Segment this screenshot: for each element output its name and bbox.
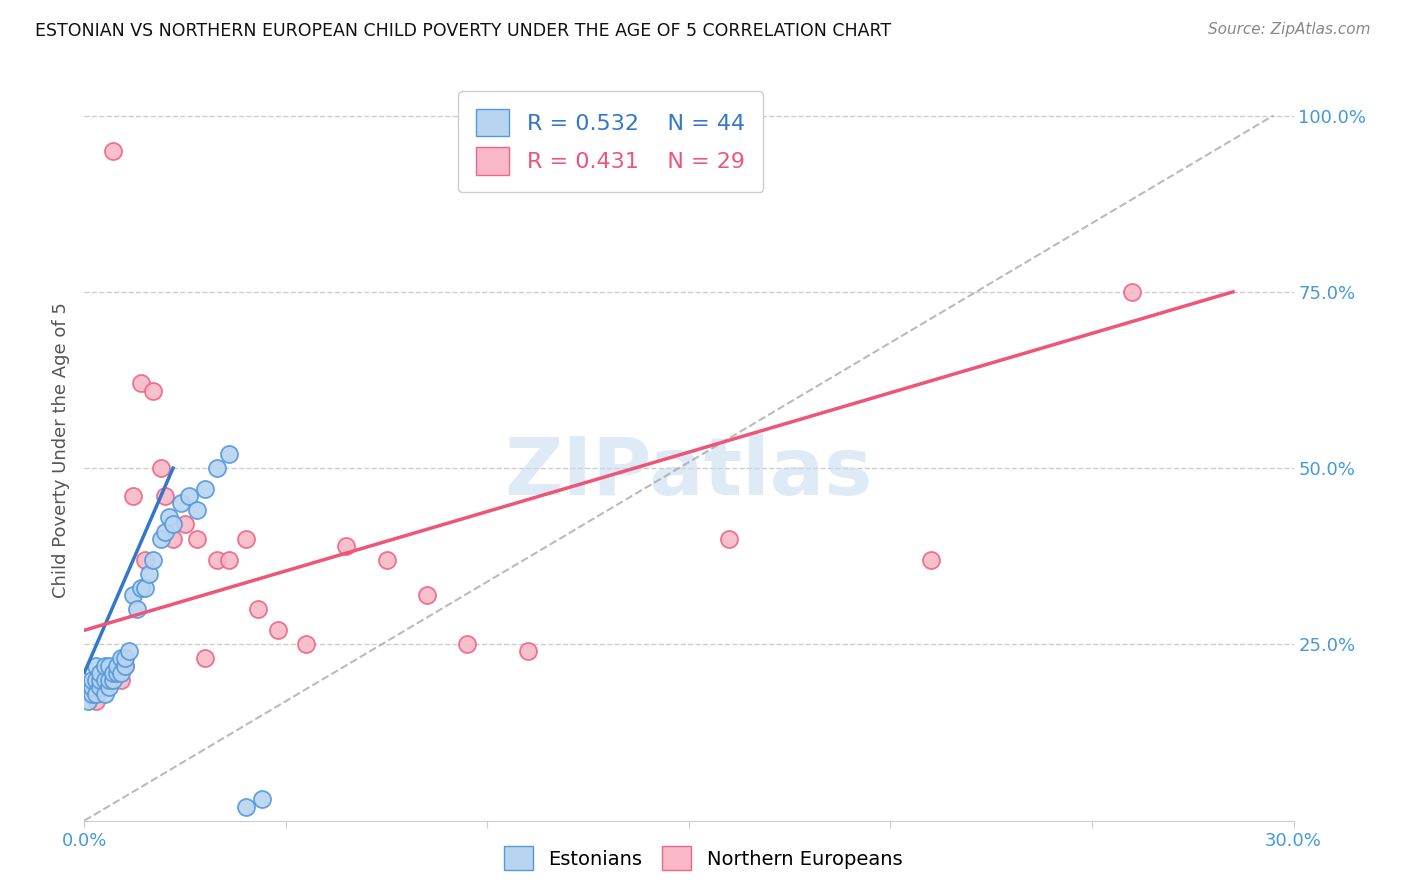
Point	[295, 637, 318, 651]
Point	[267, 624, 290, 638]
Point	[134, 581, 156, 595]
Point	[207, 553, 229, 567]
Point	[186, 503, 208, 517]
Point	[89, 665, 111, 680]
Point	[114, 651, 136, 665]
Point	[134, 553, 156, 567]
Point	[101, 673, 124, 687]
Legend: Estonians, Northern Europeans: Estonians, Northern Europeans	[496, 838, 910, 878]
Point	[77, 694, 100, 708]
Point	[110, 665, 132, 680]
Point	[375, 553, 398, 567]
Point	[516, 644, 538, 658]
Point	[218, 553, 240, 567]
Point	[174, 517, 197, 532]
Point	[105, 665, 128, 680]
Point	[93, 658, 115, 673]
Legend: R = 0.532    N = 44, R = 0.431    N = 29: R = 0.532 N = 44, R = 0.431 N = 29	[458, 91, 763, 193]
Point	[82, 680, 104, 694]
Point	[138, 566, 160, 581]
Point	[77, 680, 100, 694]
Point	[114, 658, 136, 673]
Point	[101, 665, 124, 680]
Point	[89, 680, 111, 694]
Point	[97, 658, 120, 673]
Point	[118, 644, 141, 658]
Point	[246, 602, 269, 616]
Point	[186, 532, 208, 546]
Point	[162, 532, 184, 546]
Point	[97, 673, 120, 687]
Point	[920, 553, 942, 567]
Point	[194, 482, 217, 496]
Point	[86, 687, 108, 701]
Point	[93, 687, 115, 701]
Point	[105, 658, 128, 673]
Point	[153, 524, 176, 539]
Point	[718, 532, 741, 546]
Point	[456, 637, 478, 651]
Point	[114, 658, 136, 673]
Point	[235, 799, 257, 814]
Point	[86, 694, 108, 708]
Point	[121, 489, 143, 503]
Point	[416, 588, 439, 602]
Y-axis label: Child Poverty Under the Age of 5: Child Poverty Under the Age of 5	[52, 302, 70, 599]
Point	[149, 532, 172, 546]
Point	[179, 489, 201, 503]
Point	[86, 658, 108, 673]
Point	[93, 673, 115, 687]
Point	[162, 517, 184, 532]
Point	[218, 447, 240, 461]
Point	[335, 539, 357, 553]
Point	[101, 144, 124, 158]
Point	[170, 496, 193, 510]
Point	[149, 461, 172, 475]
Text: ESTONIAN VS NORTHERN EUROPEAN CHILD POVERTY UNDER THE AGE OF 5 CORRELATION CHART: ESTONIAN VS NORTHERN EUROPEAN CHILD POVE…	[35, 22, 891, 40]
Point	[194, 651, 217, 665]
Point	[125, 602, 148, 616]
Point	[93, 680, 115, 694]
Point	[121, 588, 143, 602]
Point	[86, 673, 108, 687]
Point	[1121, 285, 1143, 299]
Point	[157, 510, 180, 524]
Point	[207, 461, 229, 475]
Point	[142, 384, 165, 398]
Point	[129, 581, 152, 595]
Point	[235, 532, 257, 546]
Text: ZIPatlas: ZIPatlas	[505, 434, 873, 512]
Text: Source: ZipAtlas.com: Source: ZipAtlas.com	[1208, 22, 1371, 37]
Point	[142, 553, 165, 567]
Point	[89, 673, 111, 687]
Point	[250, 792, 273, 806]
Point	[82, 687, 104, 701]
Point	[129, 376, 152, 391]
Point	[153, 489, 176, 503]
Point	[110, 673, 132, 687]
Point	[97, 680, 120, 694]
Point	[82, 673, 104, 687]
Point	[110, 651, 132, 665]
